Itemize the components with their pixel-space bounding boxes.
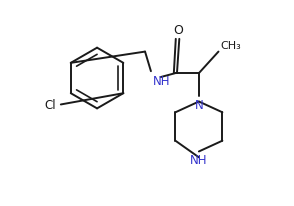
Text: O: O xyxy=(173,24,183,37)
Text: NH: NH xyxy=(153,75,171,88)
Text: NH: NH xyxy=(190,154,208,167)
Text: CH₃: CH₃ xyxy=(220,40,241,50)
Text: Cl: Cl xyxy=(44,98,56,111)
Text: N: N xyxy=(195,98,203,111)
